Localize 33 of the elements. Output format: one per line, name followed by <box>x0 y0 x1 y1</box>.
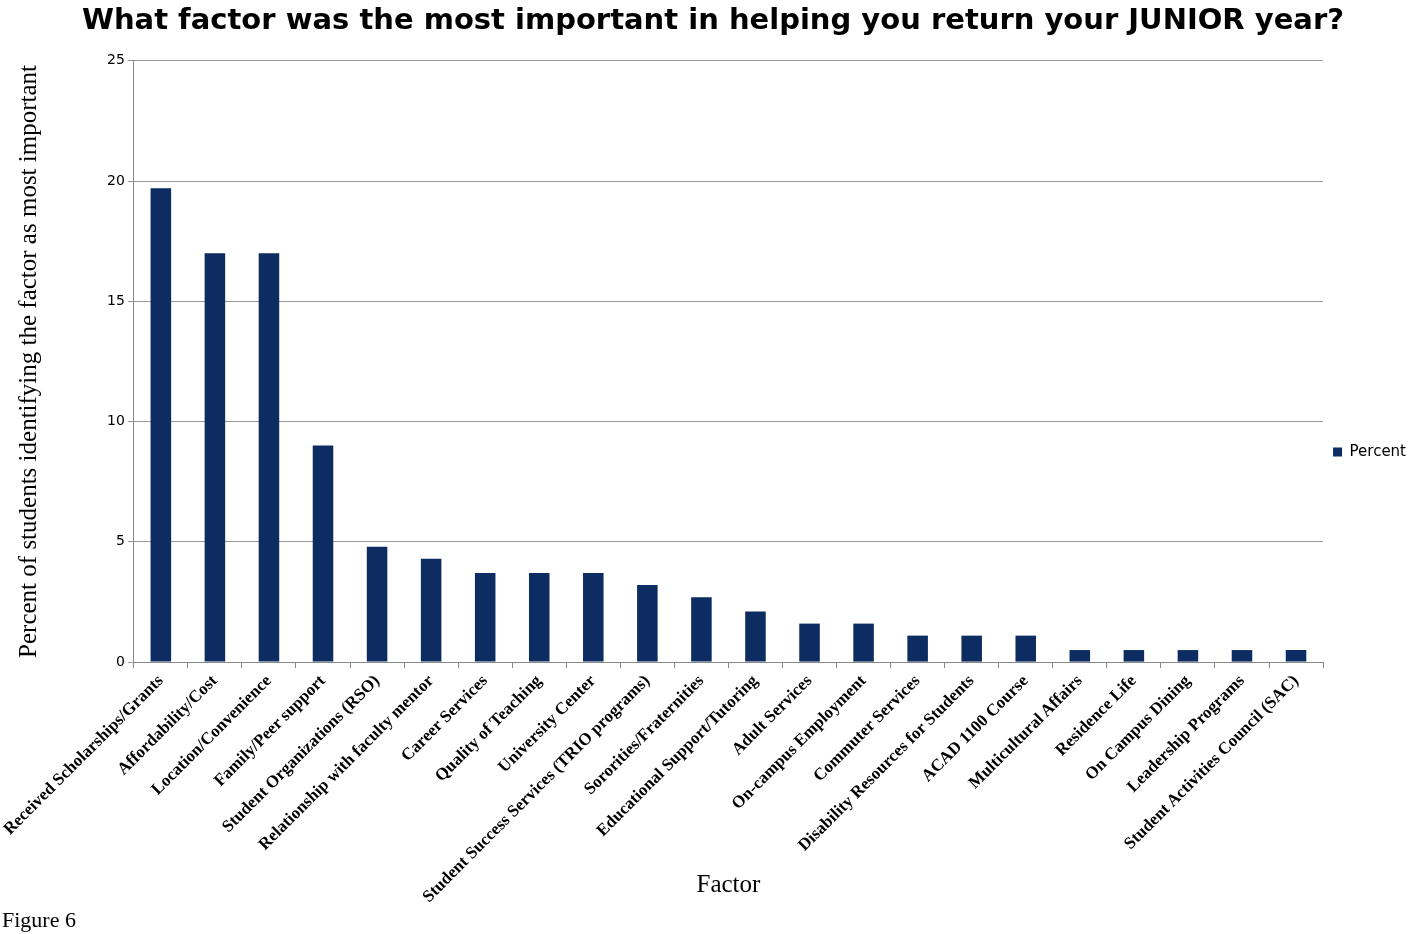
y-tick-label: 10 <box>106 412 125 429</box>
y-tick-label: 15 <box>106 291 125 308</box>
bar <box>1069 650 1091 662</box>
legend-label: Percent <box>1349 441 1407 460</box>
y-tick-label: 20 <box>106 171 125 188</box>
bar <box>907 635 928 662</box>
bar <box>1015 635 1037 662</box>
bar <box>691 597 712 662</box>
caption: Figure 6 <box>2 906 76 932</box>
bar <box>1123 650 1145 662</box>
bar <box>204 253 226 662</box>
bar <box>583 573 604 662</box>
bar <box>1231 650 1253 662</box>
bar <box>258 253 280 662</box>
y-tick-label: 0 <box>115 652 125 669</box>
x-axis-title: Factor <box>696 869 762 897</box>
bar <box>853 623 874 662</box>
bar <box>745 611 766 662</box>
bar <box>420 558 442 662</box>
bar <box>1285 650 1307 662</box>
y-axis-title: Percent of students identifying the factor as most important <box>13 64 41 658</box>
chart-title: What factor was the most important in helping you return your JUNIOR year? <box>81 1 1345 36</box>
bar <box>961 635 982 662</box>
bar <box>312 445 334 662</box>
bar <box>637 585 658 662</box>
bar <box>474 573 496 662</box>
y-tick-label: 25 <box>106 51 125 68</box>
bar <box>799 623 820 662</box>
bar <box>150 188 172 662</box>
bar <box>528 573 550 662</box>
bar <box>366 546 388 662</box>
y-tick-label: 5 <box>115 532 125 549</box>
bar <box>1177 650 1199 662</box>
